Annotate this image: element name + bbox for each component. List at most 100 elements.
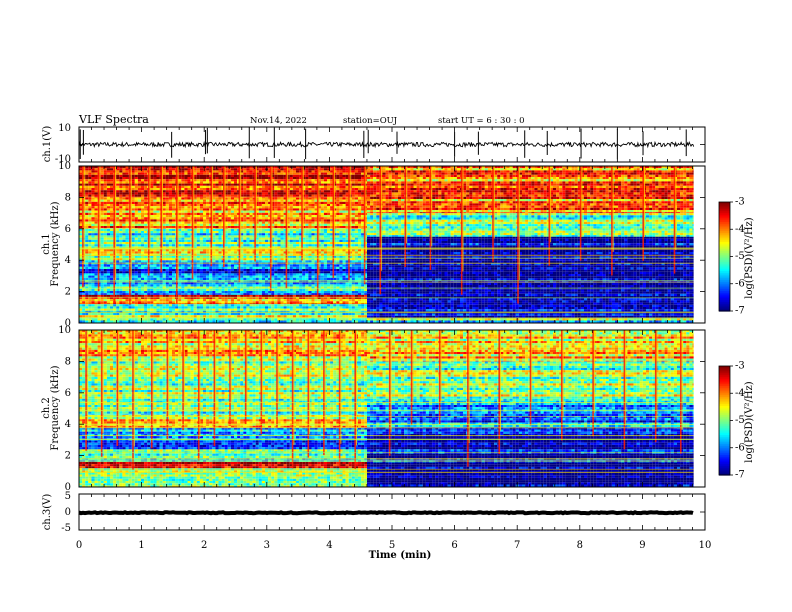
spectrogram-cell (277, 271, 281, 274)
spectrogram-cell (227, 235, 231, 238)
spectrogram-cell (144, 235, 148, 238)
spectrogram-cell (79, 228, 83, 231)
spectrogram-cell (230, 235, 234, 238)
spectrogram-cell (193, 246, 197, 249)
spectrogram-cell (299, 288, 303, 291)
spectrogram-cell (354, 253, 358, 256)
spectrogram-cell (106, 291, 110, 294)
spectrogram-cell (358, 242, 362, 245)
spectrogram-cell (333, 306, 337, 309)
spectrogram-cell (141, 233, 145, 236)
spectrogram-cell (165, 288, 169, 291)
spectrogram-cell (159, 293, 163, 295)
spectrogram-cell (243, 251, 247, 254)
spectrogram-cell (196, 306, 200, 309)
spectrogram-cell (271, 246, 275, 249)
spectrogram-cell (234, 233, 238, 236)
spectrogram-cell (296, 235, 300, 238)
spectrogram-cell (218, 266, 222, 269)
spectrogram-cell (178, 255, 182, 258)
spectrogram-cell (302, 318, 306, 321)
spectrogram-cell (215, 288, 219, 291)
spectrogram-cell (156, 315, 160, 318)
spectrogram-cell (221, 313, 225, 316)
spectrogram-cell (289, 320, 293, 323)
spectrogram-cell (150, 294, 154, 297)
spectrogram-cell (323, 269, 327, 272)
spectrogram-cell (150, 315, 154, 318)
spectrogram-cell (320, 304, 324, 307)
spectrogram-cell (314, 293, 318, 295)
spectrogram-cell (91, 228, 95, 231)
spectrogram-cell (327, 266, 331, 269)
spectrogram-cell (181, 244, 185, 247)
spectrogram-cell (212, 293, 216, 295)
spectrogram-cell (351, 280, 355, 283)
spectrogram-cell (339, 294, 343, 297)
spectrogram-cell (314, 304, 318, 307)
spectrogram-cell (280, 308, 284, 311)
spectrogram-cell (156, 269, 160, 272)
spectrogram-cell (358, 308, 362, 311)
spectrogram-cell (299, 260, 303, 263)
spectrogram-cell (240, 303, 244, 305)
spectrogram-cell (348, 306, 352, 309)
spectrogram-cell (330, 251, 334, 254)
spectrogram-cell (345, 280, 349, 283)
spectrogram-cell (100, 199, 104, 202)
spectrogram-cell (103, 242, 107, 245)
spectrogram-cell (168, 251, 172, 254)
spectrogram-cell (153, 299, 157, 302)
spectrogram-cell (286, 264, 290, 267)
spectrogram-cell (212, 301, 216, 304)
spectrogram-cell (144, 294, 148, 297)
spectrogram-cell (172, 208, 176, 211)
spectrogram-cell (122, 201, 126, 204)
spectrogram-cell (252, 313, 256, 316)
spectrogram-cell (255, 269, 259, 272)
spectrogram-cell (162, 308, 166, 311)
spectrogram-cell (317, 275, 321, 278)
spectrogram-cell (354, 266, 358, 269)
spectrogram-cell (292, 255, 296, 258)
spectrogram-cell (119, 304, 123, 307)
spectrogram-cell (323, 258, 327, 261)
spectrogram-cell (88, 313, 92, 316)
spectrogram-cell (246, 273, 250, 276)
spectrogram-cell (187, 275, 191, 278)
spectrogram-cell (224, 288, 228, 291)
spectrogram-cell (342, 308, 346, 311)
spectrogram-cell (246, 235, 250, 238)
spectrogram-cell (212, 231, 216, 234)
spectrogram-cell (299, 303, 303, 305)
spectrogram-cell (243, 197, 247, 200)
spectrogram-cell (147, 275, 151, 278)
spectrogram-cell (302, 293, 306, 295)
spectrogram-cell (333, 284, 337, 287)
spectrogram-cell (296, 277, 300, 280)
spectrogram-cell (218, 204, 222, 207)
spectrogram-cell (320, 237, 324, 240)
spectrogram-cell (255, 264, 259, 267)
spectrogram-cell (234, 251, 238, 254)
spectrogram-cell (125, 291, 129, 294)
spectrogram-cell (110, 275, 114, 278)
spectrogram-cell (134, 299, 138, 302)
spectrogram-cell (234, 260, 238, 263)
spectrogram-cell (125, 315, 129, 318)
spectrogram-cell (320, 246, 324, 249)
spectrogram-cell (268, 249, 272, 252)
spectrogram-cell (103, 303, 107, 305)
spectrogram-cell (168, 277, 172, 280)
spectrogram-cell (265, 246, 269, 249)
spectrogram-cell (354, 304, 358, 307)
spectrogram-cell (100, 306, 104, 309)
spectrogram-cell (283, 239, 287, 242)
spectrogram-cell (178, 266, 182, 269)
spectrogram-cell (218, 284, 222, 287)
spectrogram-cell (110, 260, 114, 263)
spectrogram-cell (150, 273, 154, 276)
spectrogram-cell (261, 206, 265, 209)
spectrogram-cell (299, 275, 303, 278)
spectrogram-cell (224, 199, 228, 202)
